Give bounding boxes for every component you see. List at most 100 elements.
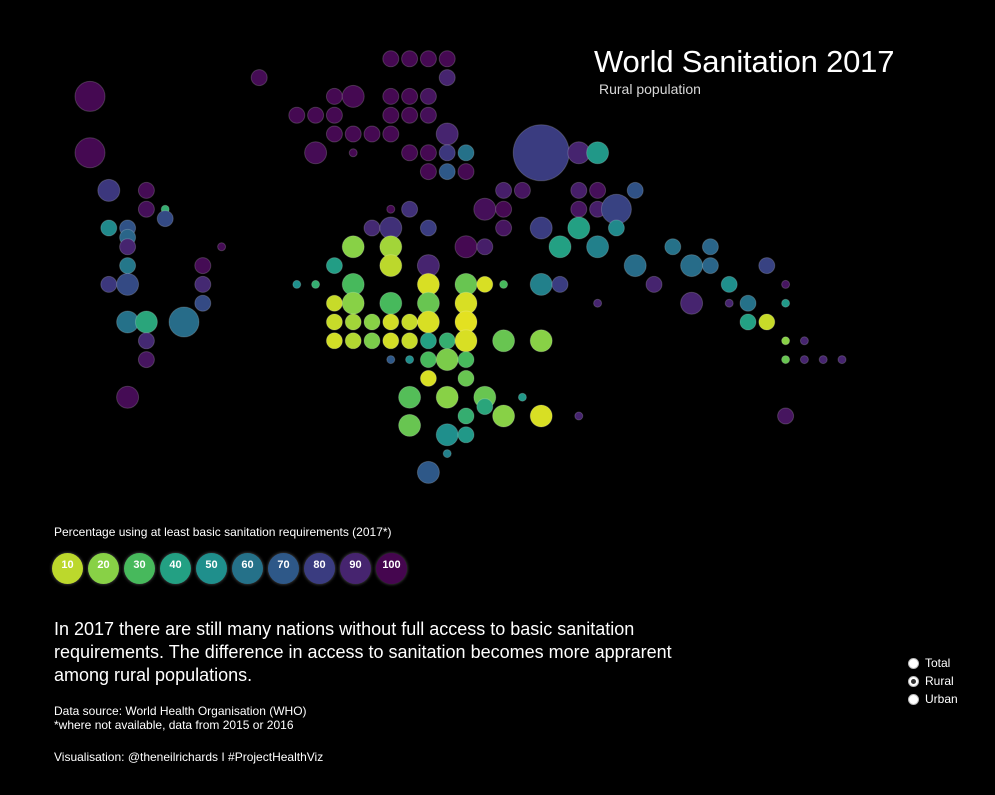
country-bubble[interactable] (438, 69, 456, 87)
country-bubble[interactable] (419, 219, 437, 237)
country-bubble[interactable] (325, 87, 343, 105)
country-bubble[interactable] (382, 125, 400, 143)
country-bubble[interactable] (781, 279, 791, 289)
country-bubble[interactable] (382, 332, 400, 350)
country-bubble[interactable] (119, 257, 137, 275)
country-bubble[interactable] (344, 313, 362, 331)
country-bubble[interactable] (586, 141, 610, 165)
country-bubble[interactable] (492, 329, 516, 353)
radio-total-button[interactable] (908, 657, 919, 669)
country-bubble[interactable] (74, 80, 106, 112)
country-bubble[interactable] (401, 313, 419, 331)
country-bubble[interactable] (781, 336, 791, 346)
country-bubble[interactable] (116, 385, 140, 409)
country-bubble[interactable] (325, 125, 343, 143)
country-bubble[interactable] (419, 332, 437, 350)
country-bubble[interactable] (623, 254, 647, 278)
country-bubble[interactable] (288, 106, 306, 124)
country-bubble[interactable] (398, 413, 422, 437)
country-bubble[interactable] (701, 257, 719, 275)
country-bubble[interactable] (499, 279, 509, 289)
country-bubble[interactable] (363, 219, 381, 237)
country-bubble[interactable] (341, 235, 365, 259)
country-bubble[interactable] (137, 351, 155, 369)
country-bubble[interactable] (454, 235, 478, 259)
country-bubble[interactable] (664, 238, 682, 256)
country-bubble[interactable] (570, 200, 588, 218)
country-bubble[interactable] (325, 106, 343, 124)
country-bubble[interactable] (386, 204, 396, 214)
country-bubble[interactable] (701, 238, 719, 256)
country-bubble[interactable] (341, 291, 365, 315)
country-bubble[interactable] (344, 332, 362, 350)
country-bubble[interactable] (529, 216, 553, 240)
country-bubble[interactable] (119, 238, 137, 256)
country-bubble[interactable] (457, 426, 475, 444)
country-bubble[interactable] (739, 313, 757, 331)
country-bubble[interactable] (435, 385, 459, 409)
country-bubble[interactable] (724, 298, 734, 308)
country-bubble[interactable] (382, 87, 400, 105)
radio-rural[interactable]: Rural (908, 673, 958, 689)
country-bubble[interactable] (194, 275, 212, 293)
radio-urban[interactable]: Urban (908, 691, 958, 707)
country-bubble[interactable] (250, 69, 268, 87)
country-bubble[interactable] (837, 355, 847, 365)
country-bubble[interactable] (680, 254, 704, 278)
country-bubble[interactable] (512, 124, 570, 182)
country-bubble[interactable] (363, 332, 381, 350)
country-bubble[interactable] (495, 200, 513, 218)
country-bubble[interactable] (777, 407, 795, 425)
country-bubble[interactable] (419, 351, 437, 369)
country-bubble[interactable] (435, 122, 459, 146)
country-bubble[interactable] (401, 87, 419, 105)
country-bubble[interactable] (382, 106, 400, 124)
country-bubble[interactable] (593, 298, 603, 308)
country-bubble[interactable] (137, 332, 155, 350)
country-bubble[interactable] (517, 392, 527, 402)
country-bubble[interactable] (307, 106, 325, 124)
country-bubble[interactable] (416, 310, 440, 334)
country-bubble[interactable] (325, 294, 343, 312)
country-bubble[interactable] (442, 449, 452, 459)
country-bubble[interactable] (156, 210, 174, 228)
country-bubble[interactable] (348, 148, 358, 158)
country-bubble[interactable] (363, 313, 381, 331)
country-bubble[interactable] (435, 423, 459, 447)
country-bubble[interactable] (74, 137, 106, 169)
country-bubble[interactable] (492, 404, 516, 428)
country-bubble[interactable] (567, 216, 591, 240)
country-bubble[interactable] (799, 336, 809, 346)
country-bubble[interactable] (137, 200, 155, 218)
country-bubble[interactable] (495, 181, 513, 199)
country-bubble[interactable] (457, 407, 475, 425)
country-bubble[interactable] (680, 291, 704, 315)
country-bubble[interactable] (457, 351, 475, 369)
country-bubble[interactable] (341, 84, 365, 108)
country-bubble[interactable] (551, 275, 569, 293)
country-bubble[interactable] (438, 163, 456, 181)
country-bubble[interactable] (438, 144, 456, 162)
country-bubble[interactable] (758, 313, 776, 331)
country-bubble[interactable] (134, 310, 158, 334)
country-bubble[interactable] (137, 181, 155, 199)
country-bubble[interactable] (363, 125, 381, 143)
country-bubble[interactable] (100, 275, 118, 293)
country-bubble[interactable] (529, 404, 553, 428)
country-bubble[interactable] (401, 332, 419, 350)
country-bubble[interactable] (476, 398, 494, 416)
country-bubble[interactable] (419, 144, 437, 162)
country-bubble[interactable] (292, 279, 302, 289)
country-bubble[interactable] (398, 385, 422, 409)
country-bubble[interactable] (116, 272, 140, 296)
country-bubble[interactable] (781, 355, 791, 365)
country-bubble[interactable] (438, 332, 456, 350)
country-bubble[interactable] (513, 181, 531, 199)
country-bubble[interactable] (168, 306, 200, 338)
country-bubble[interactable] (457, 163, 475, 181)
country-bubble[interactable] (739, 294, 757, 312)
country-bubble[interactable] (194, 294, 212, 312)
country-bubble[interactable] (379, 254, 403, 278)
country-bubble[interactable] (325, 313, 343, 331)
country-bubble[interactable] (529, 329, 553, 353)
